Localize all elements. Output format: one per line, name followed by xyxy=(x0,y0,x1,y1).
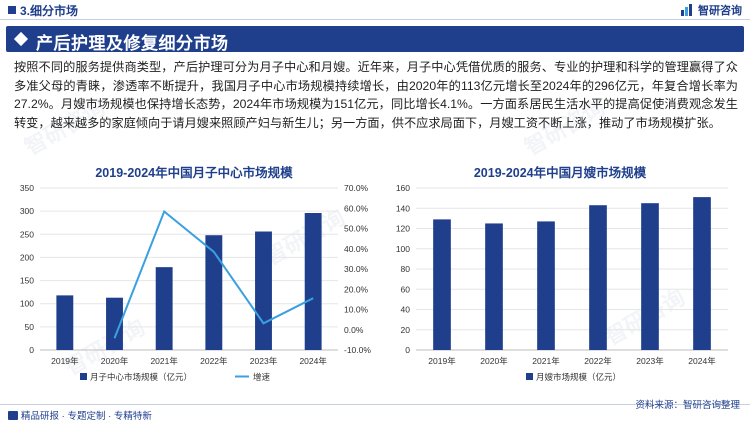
report-icon xyxy=(8,411,18,420)
y-tick-label: 100 xyxy=(396,244,410,254)
y2-tick-label: 0.0% xyxy=(344,325,364,335)
section-marker-icon xyxy=(8,6,16,14)
x-tick-label: 2022年 xyxy=(200,356,228,366)
y-tick-label: 200 xyxy=(20,252,34,262)
yuesao-chart: 0 20 40 60 80 100 120 140 160 2019年 2020年 2021年 2022… xyxy=(396,183,728,382)
top-bar: 3.细分市场 智研咨询 xyxy=(0,0,750,20)
y-tick-label: 40 xyxy=(401,305,411,315)
x-tick-label: 2020年 xyxy=(480,356,508,366)
footer-tagline: 精品研报 · 专题定制 · 专精特新 xyxy=(8,408,152,422)
legend-bar-swatch xyxy=(526,373,533,380)
legend-bar-label: 月子中心市场规模（亿元） xyxy=(90,372,192,382)
y-tick-label: 0 xyxy=(29,345,34,355)
section-title-text: 3.细分市场 xyxy=(20,4,79,18)
bar xyxy=(433,219,451,350)
y2-tick-label: 60.0% xyxy=(344,203,369,213)
y-tick-label: 20 xyxy=(401,325,411,335)
y2-tick-label: 20.0% xyxy=(344,284,369,294)
y-tick-label: 50 xyxy=(25,322,35,332)
bar xyxy=(56,295,74,350)
x-tick-label: 2019年 xyxy=(51,356,79,366)
x-tick-label: 2023年 xyxy=(250,356,278,366)
y2-tick-label: 50.0% xyxy=(344,224,369,234)
y-tick-label: 350 xyxy=(20,183,34,193)
x-tick-label: 2019年 xyxy=(428,356,456,366)
x-tick-label: 2021年 xyxy=(532,356,560,366)
bar xyxy=(537,221,555,350)
x-tick-label: 2024年 xyxy=(688,356,716,366)
bar xyxy=(485,223,503,350)
x-tick-label: 2023年 xyxy=(636,356,664,366)
y2-tick-label: 70.0% xyxy=(344,183,369,193)
footer-tagline-text: 精品研报 · 专题定制 · 专精特新 xyxy=(21,411,152,422)
x-tick-label: 2021年 xyxy=(150,356,178,366)
y-tick-label: 100 xyxy=(20,299,34,309)
bar xyxy=(589,205,607,350)
brand-logo: 智研咨询 xyxy=(681,2,742,18)
y-tick-label: 160 xyxy=(396,183,410,193)
growth-line xyxy=(113,209,314,339)
x-tick-label: 2022年 xyxy=(584,356,612,366)
bar xyxy=(693,197,711,350)
brand-name: 智研咨询 xyxy=(698,5,742,17)
intro-paragraph: 按照不同的服务提供商类型，产后护理可分为月子中心和月嫂。近年来，月子中心凭借优质… xyxy=(14,60,738,130)
bar xyxy=(106,297,123,350)
title-banner: 产后护理及修复细分市场 xyxy=(6,26,744,53)
legend-line-label: 增速 xyxy=(253,372,271,382)
y-tick-label: 140 xyxy=(396,203,410,213)
footer-divider xyxy=(0,404,750,405)
y2-tick-label: 10.0% xyxy=(344,305,369,315)
y2-tick-label: 40.0% xyxy=(344,244,369,254)
y-tick-label: 300 xyxy=(20,206,34,216)
y-tick-label: 150 xyxy=(20,276,34,286)
top-divider xyxy=(0,19,750,20)
y2-tick-label: -10.0% xyxy=(344,345,371,355)
legend-bar-label: 月嫂市场规模（亿元） xyxy=(536,372,621,382)
y-tick-label: 80 xyxy=(401,264,411,274)
x-tick-label: 2020年 xyxy=(101,356,129,366)
legend-bar-swatch xyxy=(80,373,87,380)
bar xyxy=(304,212,322,350)
brand-mark-icon xyxy=(681,4,692,16)
diamond-icon xyxy=(13,31,29,47)
source-note: 资料来源：智研咨询整理 xyxy=(635,400,740,411)
section-title: 3.细分市场 xyxy=(8,2,78,19)
y-tick-label: 250 xyxy=(20,229,34,239)
bar xyxy=(255,231,272,350)
y2-tick-label: 30.0% xyxy=(344,264,369,274)
page-title: 产后护理及修复细分市场 xyxy=(36,34,229,53)
yuezi-center-chart: 0 50 100 150 200 250 300 350 2019年 2020年 2021年 2022… xyxy=(20,183,372,382)
y-tick-label: 120 xyxy=(396,224,410,234)
y-tick-label: 60 xyxy=(401,284,411,294)
chart-title-yuezi-center: 2019-2024年中国月子中心市场规模 xyxy=(95,166,293,180)
chart-title-yuesao: 2019-2024年中国月嫂市场规模 xyxy=(473,166,647,180)
bar xyxy=(641,203,659,350)
bar xyxy=(205,235,223,350)
y-tick-label: 0 xyxy=(405,345,410,355)
x-tick-label: 2024年 xyxy=(299,356,327,366)
bar xyxy=(155,267,173,350)
